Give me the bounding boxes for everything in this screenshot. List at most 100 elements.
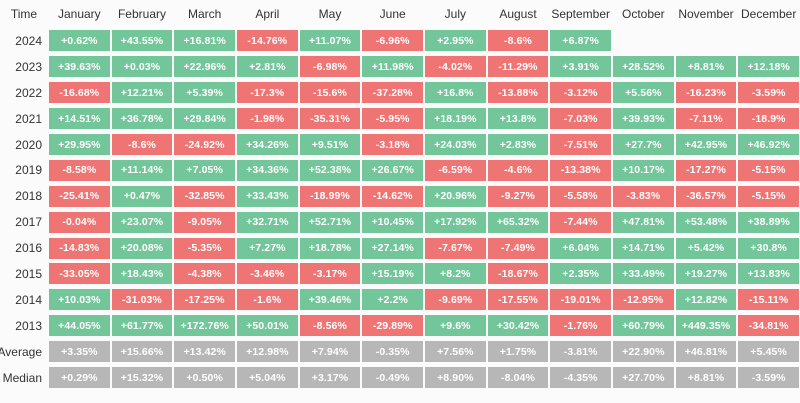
cell-2021-december: -18.9%: [738, 108, 799, 130]
cell-2021-january: +14.51%: [49, 108, 110, 130]
column-header-may: May: [318, 7, 342, 21]
cell-2017-january: -0.04%: [49, 211, 110, 233]
cell-median-august: -8.04%: [487, 367, 549, 389]
cell-2017-july: +17.92%: [425, 211, 486, 233]
returns-table: Time January February March April May June Jul…: [0, 7, 799, 389]
cell-2024-july: +2.95%: [425, 30, 486, 52]
cell-2013-april: +50.01%: [237, 315, 298, 337]
cell-2019-march: +7.05%: [174, 159, 235, 181]
cell-2020-january: +29.95%: [49, 134, 110, 155]
cell-2024-june: -6.96%: [362, 30, 423, 52]
cell-2013-march: +172.76%: [174, 315, 235, 337]
cell-2015-june: +15.19%: [362, 263, 423, 285]
cell-2015-may: -3.17%: [299, 263, 361, 285]
cell-median-may: +3.17%: [299, 367, 361, 389]
cell-median-october: +27.70%: [613, 367, 674, 389]
cell-average-november: +46.81%: [675, 341, 737, 363]
row-label-2021: 2021: [15, 111, 42, 126]
cell-2017-september: -7.44%: [550, 211, 611, 233]
cell-2020-april: +34.26%: [237, 134, 298, 155]
cell-2024-february: +43.55%: [111, 30, 173, 52]
cell-2016-june: +27.14%: [362, 237, 423, 259]
cell-2020-september: -7.51%: [550, 134, 611, 155]
cell-2014-april: -1.6%: [237, 289, 298, 311]
cell-2022-april: -17.3%: [237, 82, 298, 104]
cell-2020-february: -8.6%: [111, 134, 173, 155]
cell-average-october: +22.90%: [613, 341, 674, 363]
cell-2023-may: -6.98%: [299, 56, 361, 78]
cell-median-july: +8.90%: [425, 367, 486, 389]
cell-2014-december: -15.11%: [738, 289, 799, 311]
cell-average-june: -0.35%: [362, 341, 423, 363]
row-label-average: Average: [0, 344, 42, 359]
cell-2016-january: -14.83%: [49, 237, 110, 259]
cell-average-january: +3.35%: [49, 341, 110, 363]
cell-2024-december: [738, 30, 799, 51]
cell-2016-december: +30.8%: [738, 237, 799, 259]
cell-2014-november: +12.82%: [675, 289, 737, 311]
cell-2023-december: +12.18%: [738, 56, 799, 78]
cell-2021-october: +39.93%: [613, 108, 674, 130]
column-header-march: March: [187, 7, 222, 21]
cell-2022-september: -3.12%: [550, 82, 611, 104]
row-label-2017: 2017: [15, 215, 42, 230]
cell-2019-august: -4.6%: [487, 159, 549, 181]
row-label-2019: 2019: [15, 163, 42, 178]
cell-2016-april: +7.27%: [237, 237, 298, 259]
column-header-april: April: [255, 7, 280, 21]
column-header-december: December: [740, 7, 797, 21]
cell-2017-june: +10.45%: [362, 211, 423, 233]
column-header-september: September: [551, 7, 611, 21]
column-header-october: October: [621, 7, 665, 21]
cell-2015-april: -3.46%: [237, 263, 298, 285]
cell-2016-may: +18.78%: [299, 237, 361, 259]
cell-median-march: +0.50%: [174, 367, 235, 389]
cell-2014-may: +39.46%: [299, 289, 361, 311]
cell-2023-march: +22.96%: [174, 56, 235, 78]
cell-2024-january: +0.62%: [49, 30, 110, 52]
cell-average-december: +5.45%: [738, 341, 799, 363]
cell-2022-july: +16.8%: [425, 82, 486, 104]
cell-2015-march: -4.38%: [174, 263, 235, 285]
row-label-2014: 2014: [15, 292, 42, 307]
cell-2020-december: +46.92%: [738, 134, 799, 155]
cell-2015-august: -18.67%: [487, 263, 549, 285]
cell-2015-december: +13.83%: [738, 263, 799, 285]
cell-2021-september: -7.03%: [550, 108, 611, 130]
cell-2015-july: +8.2%: [425, 263, 486, 285]
cell-2023-july: -4.02%: [425, 56, 486, 78]
cell-median-june: -0.49%: [362, 367, 423, 389]
row-label-median: Median: [2, 370, 42, 385]
cell-2017-august: +65.32%: [487, 211, 549, 233]
cell-2013-august: +30.42%: [487, 315, 549, 337]
row-label-2015: 2015: [15, 266, 42, 281]
cell-2018-may: -18.99%: [299, 185, 361, 207]
cell-2022-may: -15.6%: [299, 82, 361, 104]
cell-2021-june: -5.95%: [362, 108, 423, 130]
row-label-2020: 2020: [15, 137, 42, 152]
row-label-2016: 2016: [15, 241, 42, 256]
cell-2014-july: -9.69%: [425, 289, 486, 311]
cell-2016-august: -7.49%: [487, 237, 549, 259]
cell-2020-may: +9.51%: [299, 134, 361, 155]
cell-2022-august: -13.88%: [487, 82, 549, 104]
cell-median-april: +5.04%: [237, 367, 298, 389]
cell-average-july: +7.56%: [425, 341, 486, 363]
cell-2024-april: -14.76%: [237, 30, 298, 52]
cell-2021-march: +29.84%: [174, 108, 235, 130]
cell-2020-june: -3.18%: [362, 134, 423, 155]
cell-2019-october: +10.17%: [613, 159, 674, 181]
cell-2018-august: -9.27%: [487, 185, 549, 207]
cell-median-december: -3.59%: [738, 367, 799, 389]
cell-2018-january: -25.41%: [49, 185, 110, 207]
column-header-november: November: [678, 7, 734, 21]
column-header-july: July: [444, 7, 466, 21]
cell-median-january: +0.29%: [49, 367, 110, 389]
cell-2017-december: +38.89%: [738, 211, 799, 233]
cell-2018-june: -14.62%: [362, 185, 423, 207]
cell-2014-june: +2.2%: [362, 289, 423, 311]
cell-2023-september: +3.91%: [550, 56, 611, 78]
row-label-2022: 2022: [15, 85, 42, 100]
cell-2021-july: +18.19%: [425, 108, 486, 130]
